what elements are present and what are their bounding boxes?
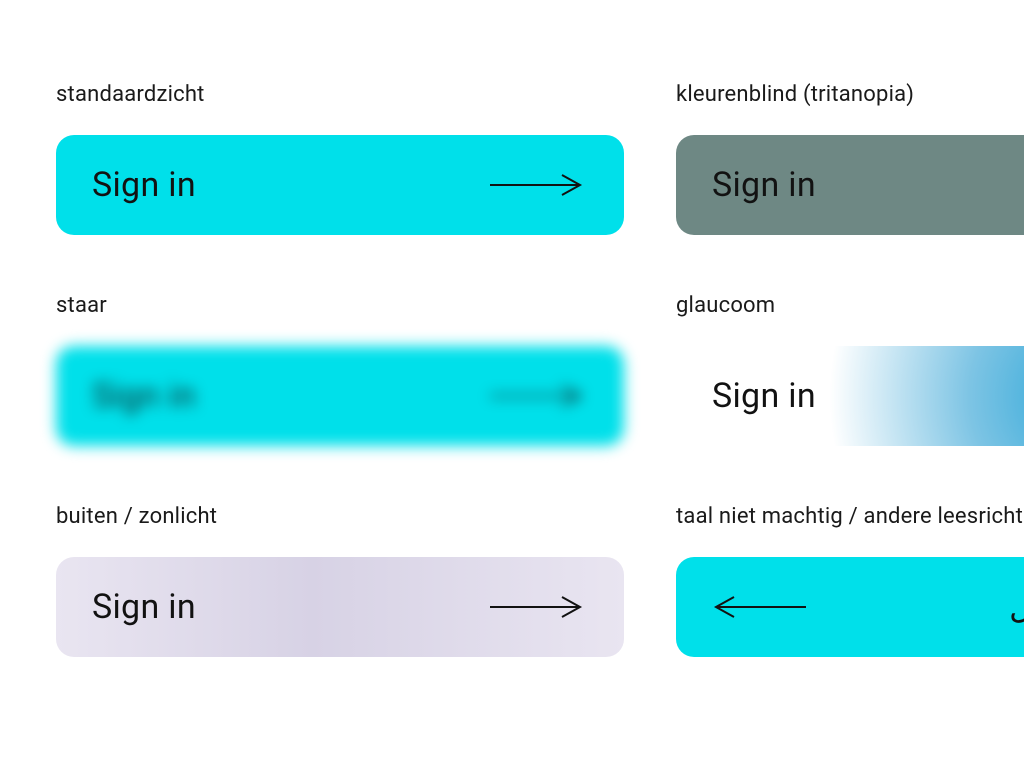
cell-tritanopia: kleurenblind (tritanopia) Sign in xyxy=(676,82,1024,235)
signin-label: Sign in xyxy=(92,587,196,627)
cell-sunlight: buiten / zonlicht Sign in xyxy=(56,504,624,657)
caption-sunlight: buiten / zonlicht xyxy=(56,504,624,529)
caption-default: standaardzicht xyxy=(56,82,624,107)
arrow-right-icon xyxy=(488,595,584,619)
signin-button-cataract[interactable]: Sign in xyxy=(56,346,624,446)
signin-label: Sign in xyxy=(92,376,196,416)
signin-label-rtl: تسجيل الدخول xyxy=(1009,588,1024,626)
arrow-right-icon xyxy=(488,173,584,197)
cell-glaucoma: glaucoom Sign in xyxy=(676,293,1024,446)
cell-default: standaardzicht Sign in xyxy=(56,82,624,235)
caption-tritanopia: kleurenblind (tritanopia) xyxy=(676,82,1024,107)
cell-cataract: staar Sign in xyxy=(56,293,624,446)
signin-button-glaucoma[interactable]: Sign in xyxy=(676,346,1024,446)
caption-cataract: staar xyxy=(56,293,624,318)
arrow-right-icon xyxy=(488,384,584,408)
caption-rtl: taal niet machtig / andere leesrichting xyxy=(676,504,1024,529)
arrow-left-icon xyxy=(712,595,808,619)
signin-button-tritanopia[interactable]: Sign in xyxy=(676,135,1024,235)
cell-rtl: taal niet machtig / andere leesrichting … xyxy=(676,504,1024,657)
caption-glaucoma: glaucoom xyxy=(676,293,1024,318)
signin-button-rtl[interactable]: تسجيل الدخول xyxy=(676,557,1024,657)
signin-label: Sign in xyxy=(712,376,816,416)
signin-label: Sign in xyxy=(92,165,196,205)
signin-button-sunlight[interactable]: Sign in xyxy=(56,557,624,657)
signin-label: Sign in xyxy=(712,165,816,205)
variants-grid: standaardzicht Sign in kleurenblind (tri… xyxy=(0,0,1024,657)
signin-button-default[interactable]: Sign in xyxy=(56,135,624,235)
